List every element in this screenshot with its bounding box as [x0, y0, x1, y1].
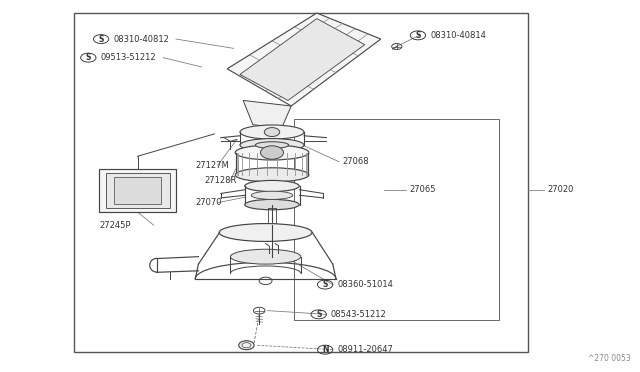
Polygon shape — [243, 100, 291, 128]
Polygon shape — [227, 13, 381, 106]
Text: 27128R: 27128R — [205, 176, 237, 185]
Polygon shape — [114, 177, 161, 204]
Polygon shape — [240, 19, 365, 100]
Circle shape — [239, 341, 254, 350]
Text: S: S — [415, 31, 420, 40]
Ellipse shape — [236, 168, 309, 182]
Text: 27245P: 27245P — [99, 221, 131, 230]
Text: 09513-51212: 09513-51212 — [100, 53, 156, 62]
Text: S: S — [86, 53, 91, 62]
Text: 08360-51014: 08360-51014 — [337, 280, 393, 289]
Text: 08911-20647: 08911-20647 — [337, 345, 393, 354]
Ellipse shape — [230, 249, 301, 264]
Text: 08310-40814: 08310-40814 — [430, 31, 486, 40]
Text: S: S — [99, 35, 104, 44]
Ellipse shape — [219, 224, 312, 241]
Ellipse shape — [255, 142, 289, 148]
Text: 27127M: 27127M — [195, 161, 229, 170]
Ellipse shape — [251, 191, 293, 199]
Bar — [74, 13, 528, 352]
Ellipse shape — [244, 180, 300, 192]
Text: N: N — [322, 345, 328, 354]
Ellipse shape — [236, 145, 309, 160]
Circle shape — [260, 146, 284, 159]
Polygon shape — [106, 173, 170, 208]
Text: 08543-51212: 08543-51212 — [331, 310, 387, 319]
Text: 27065: 27065 — [410, 185, 436, 194]
Circle shape — [264, 128, 280, 137]
Text: 27068: 27068 — [342, 157, 369, 166]
Text: 08310-40812: 08310-40812 — [113, 35, 169, 44]
Ellipse shape — [240, 125, 304, 139]
Ellipse shape — [244, 199, 300, 210]
Polygon shape — [99, 169, 176, 212]
Text: ^270 0053: ^270 0053 — [588, 354, 630, 363]
Bar — [294, 119, 499, 320]
Text: S: S — [323, 280, 328, 289]
Ellipse shape — [240, 139, 304, 152]
Text: 27070: 27070 — [195, 198, 221, 207]
Text: 27020: 27020 — [547, 185, 573, 194]
Text: S: S — [316, 310, 321, 319]
